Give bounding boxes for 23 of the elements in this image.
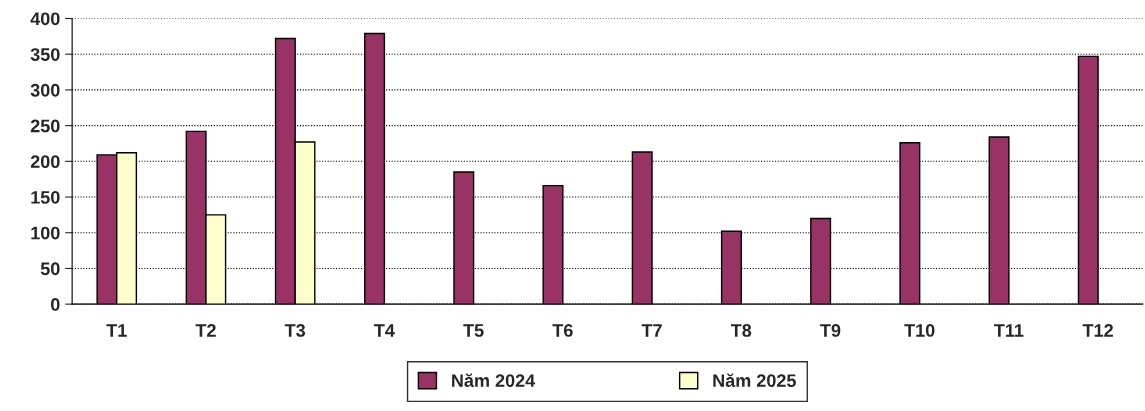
x-tick-label: T1 <box>106 324 127 337</box>
x-tick-label: T6 <box>552 324 573 337</box>
y-tick-label: 250 <box>30 119 60 133</box>
x-tick-label: T11 <box>994 324 1024 337</box>
y-tick-label: 200 <box>30 155 60 169</box>
x-tick-label: T9 <box>820 324 841 337</box>
x-tick-label: T4 <box>374 324 395 337</box>
x-tick-label: T10 <box>904 324 935 337</box>
x-tick-label: T5 <box>463 324 484 337</box>
y-tick-label: 150 <box>31 190 60 204</box>
y-tick-label: 400 <box>30 12 60 26</box>
x-tick-label: T3 <box>284 324 306 337</box>
y-tick-label: 300 <box>30 83 60 97</box>
x-tick-label: T8 <box>730 324 752 337</box>
legend-label: Năm 2025 <box>713 373 796 387</box>
y-tick-label: 350 <box>30 48 60 61</box>
x-tick-label: T12 <box>1082 324 1113 337</box>
y-tick-label: 100 <box>31 226 60 240</box>
y-tick-label: 50 <box>40 262 60 276</box>
x-tick-label: T7 <box>641 324 662 337</box>
x-tick-label: T2 <box>195 324 216 337</box>
y-tick-label: 0 <box>51 298 60 311</box>
legend-label: Năm 2024 <box>452 373 536 387</box>
